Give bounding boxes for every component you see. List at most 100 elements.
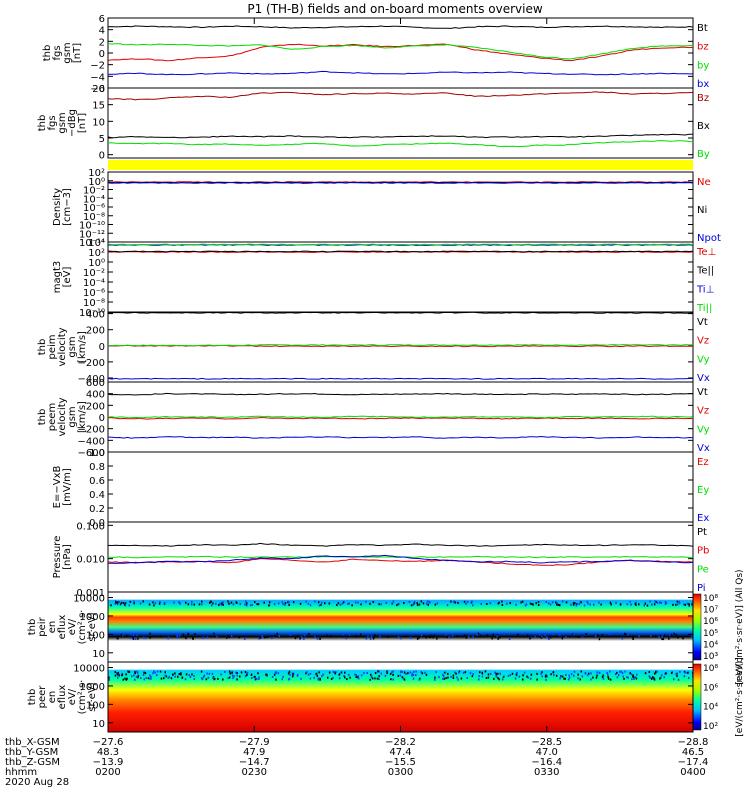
spectrogram-pixel: [168, 675, 171, 678]
spectrogram-pixel: [445, 677, 447, 680]
y-axis-label: gsm: [67, 406, 78, 427]
spectrogram-pixel: [133, 602, 135, 605]
y-tick-label: −400: [78, 436, 105, 447]
spectrogram-pixel: [200, 670, 203, 673]
spectrogram-pixel: [401, 676, 404, 679]
y-tick-label: 200: [86, 401, 105, 412]
y-axis-label: [km/s]: [77, 401, 88, 433]
spectrogram-pixel: [568, 676, 571, 679]
spectrogram-pixel: [485, 677, 488, 679]
spectrogram-pixel: [471, 675, 474, 678]
spectrogram-pixel: [133, 674, 135, 677]
spectrogram-pixel: [292, 601, 295, 604]
spectrogram-pixel: [178, 634, 181, 637]
spectrogram-pixel: [425, 602, 428, 605]
spectrogram-pixel: [339, 603, 342, 606]
spectrogram-pixel: [357, 601, 359, 604]
spectrogram-pixel: [436, 602, 439, 605]
spectrogram-pixel: [673, 678, 675, 681]
spectrogram-pixel: [137, 676, 139, 679]
ephemeris-value: 47.4: [389, 747, 411, 758]
spectrogram-pixel: [578, 603, 581, 606]
spectrogram-pixel: [156, 674, 158, 677]
spectrogram-pixel: [360, 674, 363, 677]
spectrogram-pixel: [164, 674, 166, 677]
spectrogram-pixel: [489, 672, 492, 675]
spectrogram-pixel: [235, 671, 237, 674]
spectrogram-pixel: [180, 672, 182, 675]
spectrogram-pixel: [391, 671, 393, 674]
series-line-Vx: [107, 435, 694, 439]
spectrogram-pixel: [133, 600, 135, 603]
spectrogram-pixel: [108, 678, 110, 681]
spectrogram-pixel: [573, 670, 576, 673]
ephemeris-value: 47.9: [243, 747, 265, 758]
spectrogram-pixel: [541, 675, 543, 678]
spectrogram-pixel: [300, 677, 302, 680]
spectrogram-pixel: [479, 634, 482, 637]
spectrogram-pixel: [494, 671, 496, 674]
spectrogram-pixel: [227, 677, 230, 680]
y-tick-label: 400: [86, 390, 105, 401]
spectrogram-pixel: [587, 602, 589, 605]
spectrogram-pixel: [181, 676, 184, 679]
spectrogram: [108, 592, 693, 662]
spectrogram-pixel: [172, 673, 174, 676]
spectrogram-pixel: [116, 672, 118, 674]
spectrogram-pixel: [635, 603, 637, 606]
spectrogram-pixel: [450, 675, 452, 678]
series-line-Vy: [107, 415, 694, 419]
spectrogram-pixel: [631, 678, 633, 681]
spectrogram-pixel: [649, 676, 651, 679]
spectrogram-pixel: [289, 673, 291, 676]
ephemeris-label: thb_Z-GSM: [5, 757, 60, 768]
y-tick-label: 10⁰: [88, 258, 105, 269]
spectrogram-pixel: [245, 602, 248, 605]
y-axis-label: [eV]: [62, 267, 73, 288]
spectrogram-pixel: [410, 637, 412, 639]
y-tick-label: 10⁻⁶: [83, 203, 105, 214]
spectrogram-pixel: [277, 672, 280, 675]
colorbar-tick: 10⁸: [703, 664, 718, 674]
legend-entry: Bt: [697, 23, 708, 34]
spectrogram-pixel: [315, 635, 318, 638]
spectrogram-pixel: [365, 600, 367, 603]
spectrogram-pixel: [594, 635, 597, 638]
y-tick-label: 10: [92, 117, 105, 128]
spectrogram-pixel: [153, 604, 155, 607]
y-tick-label: 0: [99, 49, 105, 60]
spectrogram-pixel: [246, 671, 249, 674]
y-axis-label: [km/s]: [77, 331, 88, 363]
y-axis-label: sr·eV): [87, 682, 98, 711]
spectrogram-pixel: [428, 636, 431, 638]
spectrogram-pixel: [116, 673, 119, 676]
spectrogram-pixel: [289, 632, 291, 635]
spectrogram-pixel: [193, 674, 195, 677]
spectrogram-pixel: [200, 603, 203, 606]
spectrogram-pixel: [541, 635, 543, 638]
y-tick-label: 0.6: [89, 476, 105, 487]
spectrogram-pixel: [673, 632, 675, 635]
y-axis-label: magt3: [52, 261, 63, 294]
spectrogram-pixel: [418, 678, 421, 681]
spectrogram-pixel: [659, 677, 661, 680]
spectrogram-pixel: [400, 671, 402, 674]
y-axis-label: Pressure: [52, 536, 63, 579]
legend-entry: Pb: [697, 546, 709, 557]
spectrogram-pixel: [568, 674, 570, 677]
spectrogram-pixel: [496, 635, 498, 638]
spectrogram-pixel: [369, 678, 371, 681]
spectrogram-pixel: [227, 600, 229, 603]
spectrogram-pixel: [447, 676, 449, 679]
spectrogram-pixel: [537, 604, 540, 606]
spectrogram-pixel: [515, 673, 518, 676]
spectrogram-pixel: [600, 603, 602, 606]
y-axis-label: −dBg: [67, 109, 78, 137]
spectrogram-pixel: [251, 604, 253, 606]
spectrogram-pixel: [425, 673, 428, 676]
spectrogram-pixel: [675, 633, 677, 636]
spectrogram-pixel: [385, 601, 388, 604]
spectrogram-pixel: [683, 603, 685, 606]
legend-entry: Ez: [697, 457, 709, 468]
